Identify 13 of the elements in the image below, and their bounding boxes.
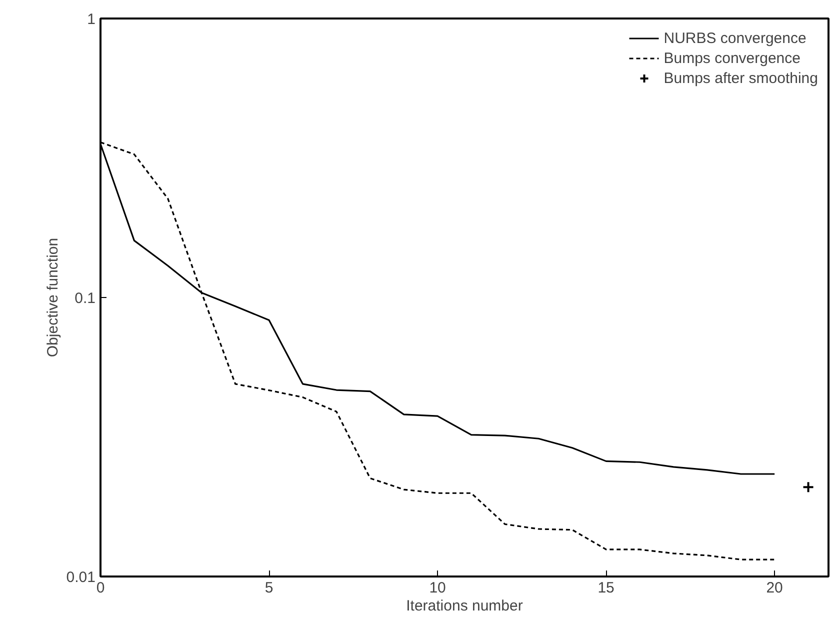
legend-label: Bumps after smoothing	[664, 70, 818, 86]
y-axis-title: Objective function	[44, 238, 62, 358]
y-tick-label: 0.01	[66, 569, 96, 586]
x-tick-label: 10	[429, 580, 446, 596]
x-tick-label: 20	[766, 580, 783, 596]
legend-label: Bumps convergence	[664, 50, 800, 66]
legend-label: NURBS convergence	[664, 30, 806, 46]
y-tick-label: 0.1	[74, 290, 96, 307]
y-tick-label: 1	[87, 11, 96, 28]
x-tick-label: 0	[96, 580, 105, 596]
x-tick-label: 15	[598, 580, 614, 596]
x-tick-label: 5	[264, 580, 274, 596]
x-axis-title: Iterations number	[406, 598, 523, 614]
